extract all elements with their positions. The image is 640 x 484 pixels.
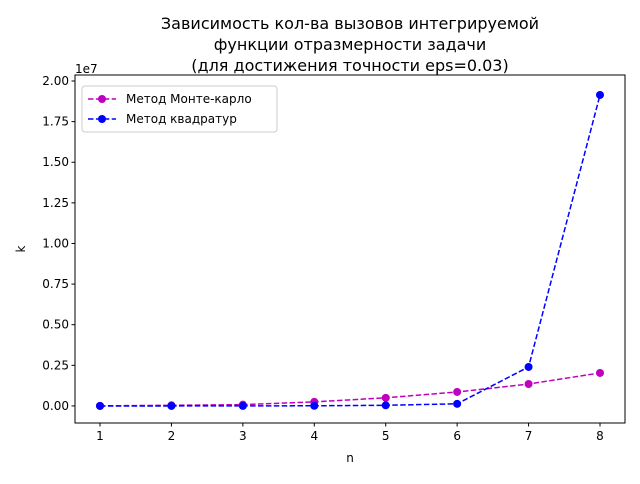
marker (596, 90, 604, 99)
legend-label: Метод Монте-карло (126, 92, 252, 106)
y-axis-label: k (14, 245, 28, 252)
marker (453, 399, 462, 408)
x-tick-label: 3 (239, 429, 247, 443)
legend-box (81, 85, 278, 133)
x-tick-label: 2 (168, 429, 176, 443)
legend-marker (98, 115, 106, 123)
x-tick-label: 7 (525, 429, 533, 443)
line (99, 372, 601, 407)
marker (524, 380, 533, 389)
line (100, 94, 601, 407)
chart-title: (для достижения точности eps=0.03) (191, 56, 508, 75)
marker (381, 401, 390, 410)
y-tick-label: 0.50 (42, 318, 69, 332)
y-tick-label: 1.75 (42, 115, 69, 129)
plot-frame (74, 74, 626, 424)
y-tick-label: 1.00 (42, 236, 69, 250)
marker (524, 362, 533, 371)
chart-title: Зависимость кол-ва вызовов интегрируемой (161, 14, 539, 33)
x-tick-label: 6 (453, 429, 461, 443)
marker (596, 368, 604, 377)
offset-label: 1e7 (75, 62, 98, 76)
marker (453, 387, 462, 396)
y-tick-label: 0.25 (42, 358, 69, 372)
x-tick-label: 8 (596, 429, 604, 443)
y-tick-label: 0.00 (42, 399, 69, 413)
marker (381, 393, 390, 402)
y-tick-label: 1.25 (42, 196, 69, 210)
marker (310, 401, 319, 410)
x-tick-label: 4 (310, 429, 318, 443)
marker (96, 401, 104, 410)
chart-title: функции отразмерности задачи (214, 35, 487, 54)
y-tick-label: 1.50 (42, 155, 69, 169)
x-tick-label: 1 (96, 429, 104, 443)
y-tick-label: 0.75 (42, 277, 69, 291)
marker (167, 401, 176, 410)
marker (238, 401, 247, 410)
legend-marker (98, 95, 106, 103)
legend-label: Метод квадратур (126, 112, 237, 126)
x-tick-label: 5 (382, 429, 390, 443)
y-tick-label: 2.00 (42, 74, 69, 88)
x-axis-label: n (346, 451, 354, 465)
